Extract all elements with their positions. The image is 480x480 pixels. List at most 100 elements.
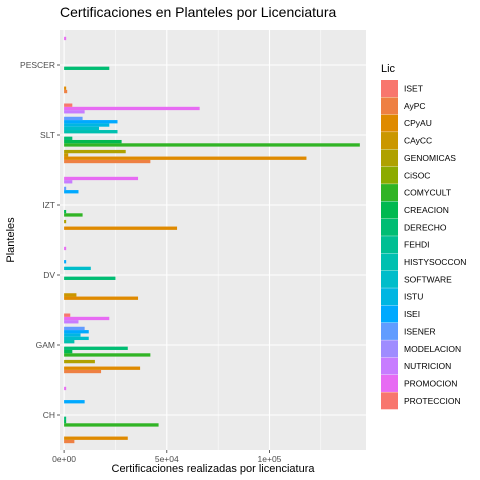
y-tick-label: GAM [36,340,55,350]
y-tick-label: SLT [40,130,55,140]
bar [64,123,110,127]
bar [64,320,79,324]
bar [64,139,122,144]
bar [64,326,85,331]
legend-label: CAyCC [404,136,432,146]
bar [64,149,126,154]
legend-key [381,184,398,202]
legend-key [381,132,398,150]
bar [64,190,79,194]
x-axis-title: Certificaciones realizadas por licenciat… [112,463,316,475]
bar [64,153,69,157]
bar [64,436,128,440]
legend-label: CiSOC [404,170,430,180]
bar [64,386,67,391]
bar [64,439,75,444]
bar [64,120,118,124]
bar [64,186,67,191]
legend-label: ISEI [404,309,420,319]
bar [64,126,100,131]
bar [64,219,67,224]
x-axis: 0e+00 5e+04 1e+05 [52,450,282,464]
bar [64,36,67,41]
legend-key [381,305,398,323]
bar [64,349,73,354]
bar [64,226,178,230]
legend-title: Lic [381,63,396,75]
bar [64,369,102,374]
legend-key [381,340,398,358]
bar [64,176,139,181]
bar [64,313,71,317]
bar [64,419,67,424]
legend-key [381,357,398,375]
legend-label: HISTYSOCCON [404,257,466,267]
legend-key [381,288,398,306]
legend-label: CREACION [404,205,449,215]
y-tick-label: PESCER [20,60,55,70]
bar [64,246,67,251]
legend-label: ISENER [404,326,436,336]
legend-label: CPyAU [404,118,432,128]
y-tick-label: CH [43,410,55,420]
plot-panel [60,30,366,450]
legend-label: COMYCULT [404,188,451,198]
bar [64,106,200,111]
legend-label: FEHDI [404,240,430,250]
bar [64,209,67,214]
bar [64,340,75,344]
legend-label: PROMOCION [404,378,457,388]
bar [64,346,128,350]
y-tick-label: DV [43,270,55,280]
legend-label: AyPC [404,101,426,111]
legend: Lic ISET AyPC CPyAU CAyCC GENOMICAS CiSOC COMY… [381,63,466,410]
y-axis-title: Planteles [5,217,17,263]
legend-label: MODELACION [404,344,461,354]
legend-label: PROTECCION [404,396,461,406]
legend-label: ISTU [404,292,423,302]
legend-key [381,166,398,184]
bar [64,353,151,357]
legend-key [381,392,398,410]
bar [64,143,360,147]
legend-key [381,374,398,392]
bar [64,66,110,70]
bar [64,416,67,420]
legend-key [381,201,398,219]
bar [64,400,85,404]
bar [64,336,89,341]
legend-key [381,218,398,236]
bar [64,266,91,271]
bar [64,103,73,107]
legend-key [381,270,398,288]
legend-key [381,236,398,254]
bar [64,330,89,334]
legend-label: SOFTWARE [404,274,452,284]
y-axis: CH GAM DV IZT SLT PESCER [20,60,60,420]
x-tick-label: 0e+00 [52,454,76,464]
bar [64,136,73,140]
bar [64,180,73,184]
legend-key [381,97,398,115]
bar [64,359,95,364]
legend-label: DERECHO [404,222,447,232]
bar [64,293,77,297]
grid [60,30,366,450]
legend-label: ISET [404,84,423,94]
bar [64,86,67,90]
y-tick-label: IZT [42,200,55,210]
bar [64,296,139,300]
legend-key [381,80,398,97]
bar [64,116,83,121]
bar [64,333,81,337]
legend-key [381,149,398,167]
x-tick-label: 1e+05 [258,454,282,464]
legend-key [381,322,398,340]
bar [64,213,83,217]
chart-title: Certificaciones en Planteles por Licenci… [60,4,336,20]
x-tick-label: 5e+04 [155,454,179,464]
bar [64,110,85,114]
bar [64,423,159,427]
bar [64,130,118,134]
